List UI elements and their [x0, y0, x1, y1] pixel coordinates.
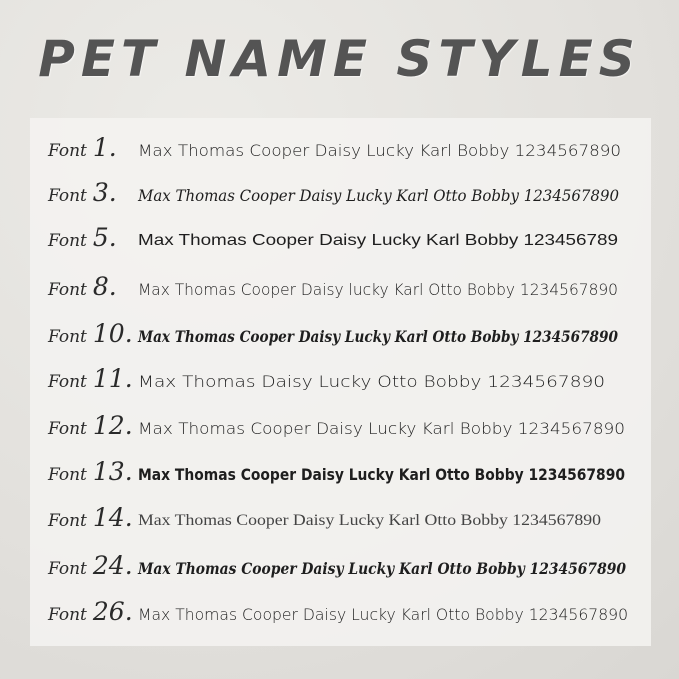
font-label: Font 5. — [48, 223, 117, 252]
font-row: Font 11. Max Thomas Daisy Lucky Otto Bobby… — [30, 361, 651, 401]
font-word: Font — [48, 327, 87, 347]
font-word: Font — [48, 141, 87, 161]
font-word: Font — [48, 419, 87, 439]
font-row: Font 24. Max Thomas Cooper Daisy Lucky Kar… — [30, 548, 651, 588]
font-label: Font 1. — [48, 133, 117, 162]
font-label: Font 10. — [48, 319, 133, 348]
font-row: Font 12. Max Thomas Cooper Daisy Lucky Kar… — [30, 408, 651, 448]
font-row: Font 14. Max Thomas Cooper Daisy Lucky Kar… — [30, 500, 651, 540]
font-sample: Max Thomas Cooper Daisy Lucky Karl Otto … — [138, 327, 618, 346]
font-number: 14. — [92, 503, 133, 532]
font-number: 1. — [92, 133, 117, 162]
font-word: Font — [48, 231, 87, 251]
font-number: 11. — [92, 364, 133, 393]
font-label: Font 14. — [48, 503, 133, 532]
font-number: 26. — [92, 597, 133, 626]
font-sample: Max Thomas Cooper Daisy Lucky Karl Bobby… — [138, 141, 621, 160]
font-sample: Max Thomas Daisy Lucky Otto Bobby 123456… — [138, 372, 605, 391]
font-sample: Max Thomas Cooper Daisy lucky Karl Otto … — [138, 280, 618, 299]
font-number: 13. — [92, 457, 133, 486]
font-number: 24. — [92, 551, 133, 580]
font-number: 8. — [92, 272, 117, 301]
font-label: Font 26. — [48, 597, 133, 626]
font-word: Font — [48, 465, 87, 485]
font-sample: Max Thomas Cooper Daisy Lucky Karl Otto … — [138, 465, 625, 484]
font-label: Font 3. — [48, 178, 117, 207]
font-sample: Max Thomas Cooper Daisy Lucky Karl Bobby… — [138, 419, 625, 438]
font-word: Font — [48, 559, 87, 579]
font-label: Font 24. — [48, 551, 133, 580]
font-word: Font — [48, 605, 87, 625]
font-number: 12. — [92, 411, 133, 440]
font-row: Font 26. Max Thomas Cooper Daisy Lucky Kar… — [30, 594, 651, 634]
font-number: 10. — [92, 319, 133, 348]
font-label: Font 11. — [48, 364, 133, 393]
font-number: 3. — [92, 178, 117, 207]
font-label: Font 8. — [48, 272, 117, 301]
font-row: Font 5. Max Thomas Cooper Daisy Lucky Karl… — [30, 220, 651, 260]
font-word: Font — [48, 372, 87, 392]
font-row: Font 3. Max Thomas Cooper Daisy Lucky Karl… — [30, 175, 651, 215]
font-word: Font — [48, 280, 87, 300]
font-row: Font 10. Max Thomas Cooper Daisy Lucky Kar… — [30, 316, 651, 356]
font-word: Font — [48, 186, 87, 206]
font-label: Font 12. — [48, 411, 133, 440]
font-sample: Max Thomas Cooper Daisy Lucky Karl Otto … — [138, 559, 626, 578]
font-sample: Max Thomas Cooper Daisy Lucky Karl Bobby… — [138, 232, 618, 249]
font-label: Font 13. — [48, 457, 133, 486]
font-word: Font — [48, 511, 87, 531]
font-sample: Max Thomas Cooper Daisy Lucky Karl Otto … — [138, 186, 619, 205]
font-sample: Max Thomas Cooper Daisy Lucky Karl Otto … — [138, 512, 601, 529]
page-title: PET NAME STYLES — [38, 30, 641, 88]
font-list-panel: Font 1. Max Thomas Cooper Daisy Lucky Karl… — [30, 118, 651, 646]
font-row: Font 13. Max Thomas Cooper Daisy Lucky Kar… — [30, 454, 651, 494]
font-sample: Max Thomas Cooper Daisy Lucky Karl Otto … — [138, 605, 628, 624]
font-row: Font 1. Max Thomas Cooper Daisy Lucky Karl… — [30, 130, 651, 170]
font-number: 5. — [92, 223, 117, 252]
font-row: Font 8. Max Thomas Cooper Daisy lucky Karl… — [30, 269, 651, 309]
